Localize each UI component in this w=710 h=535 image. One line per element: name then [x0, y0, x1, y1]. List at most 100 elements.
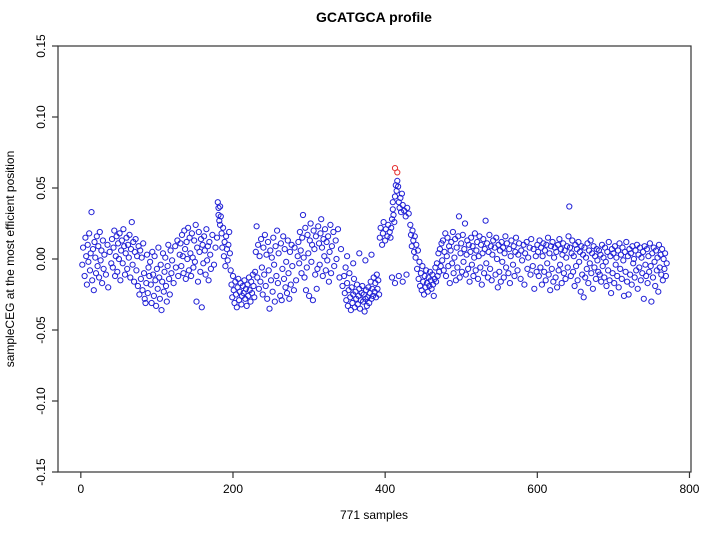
data-point-samples: [536, 237, 543, 244]
data-point-samples: [412, 254, 419, 261]
data-point-samples: [224, 257, 231, 264]
data-point-samples: [223, 233, 230, 240]
data-point-samples: [92, 254, 99, 261]
data-point-samples: [244, 281, 251, 288]
data-point-samples: [407, 221, 414, 228]
data-point-samples: [197, 268, 204, 275]
data-point-samples: [185, 224, 192, 231]
data-point-samples: [560, 270, 568, 277]
data-point-samples: [106, 248, 113, 255]
data-point-samples: [625, 291, 632, 298]
data-point-samples: [188, 230, 195, 237]
data-point-samples: [591, 264, 598, 271]
data-point-samples: [108, 260, 115, 267]
data-point-samples: [616, 240, 623, 247]
data-point-samples: [348, 284, 355, 291]
data-point-samples: [323, 238, 330, 246]
data-point-samples: [229, 272, 237, 280]
data-point-samples: [451, 254, 458, 261]
data-point-samples: [286, 248, 294, 255]
data-point-samples: [157, 261, 164, 268]
data-point-samples: [630, 260, 637, 267]
y-tick-label: 0.05: [34, 176, 48, 200]
data-point-samples: [588, 270, 595, 277]
data-point-samples: [444, 234, 451, 241]
data-point-samples: [623, 238, 630, 246]
data-point-samples: [511, 272, 518, 280]
data-point-samples: [313, 285, 320, 292]
data-point-samples: [608, 290, 615, 297]
data-point-samples: [159, 278, 166, 285]
data-point-samples: [503, 264, 510, 271]
data-point-samples: [651, 258, 658, 265]
data-point-samples: [482, 217, 489, 224]
data-point-samples: [487, 265, 494, 272]
data-point-samples: [468, 261, 475, 268]
data-point-samples: [603, 282, 610, 290]
data-point-samples: [98, 247, 105, 254]
data-point-samples: [206, 238, 213, 246]
data-point-samples: [655, 241, 663, 248]
data-point-samples: [305, 250, 312, 257]
data-point-samples: [571, 282, 578, 290]
data-point-samples: [289, 263, 296, 270]
data-point-samples: [283, 290, 291, 297]
data-point-samples: [387, 234, 394, 241]
data-point-samples: [321, 226, 329, 233]
data-point-samples: [297, 247, 304, 254]
data-point-samples: [282, 284, 289, 291]
data-point-samples: [565, 233, 572, 240]
data-point-samples: [515, 251, 522, 258]
data-point-samples: [410, 237, 417, 244]
data-point-samples: [541, 268, 548, 275]
data-point-samples: [80, 244, 87, 251]
data-point-samples: [614, 247, 622, 254]
data-point-samples: [446, 280, 453, 287]
data-point-samples: [507, 253, 514, 260]
data-point-samples: [327, 221, 334, 228]
x-tick-label: 200: [223, 482, 243, 496]
data-point-samples: [102, 271, 110, 278]
data-point-samples: [272, 243, 279, 250]
data-point-samples: [466, 278, 473, 285]
data-point-samples: [421, 272, 428, 280]
data-point-samples: [601, 274, 608, 281]
data-point-samples: [111, 227, 118, 234]
data-point-samples: [306, 292, 313, 299]
data-point-samples: [162, 282, 170, 290]
data-point-samples: [271, 298, 278, 305]
data-point-samples: [523, 238, 530, 246]
data-point-samples: [528, 236, 535, 243]
data-point-samples: [457, 250, 464, 257]
data-point-samples: [569, 237, 576, 244]
data-point-samples: [156, 295, 163, 302]
data-point-samples: [617, 265, 624, 272]
data-point-samples: [415, 275, 422, 282]
data-point-samples: [449, 228, 456, 236]
y-axis-label: sampleCEG at the most efficient position: [3, 151, 17, 368]
data-point-samples: [261, 271, 268, 278]
data-point-samples: [443, 253, 450, 260]
data-point-samples: [430, 292, 437, 299]
data-point-samples: [563, 243, 571, 250]
data-point-samples: [225, 241, 232, 248]
data-point-samples: [435, 250, 442, 257]
y-tick-label: 0.00: [34, 247, 48, 271]
data-point-samples: [180, 270, 187, 277]
data-point-samples: [176, 251, 183, 258]
data-point-samples: [175, 272, 182, 280]
data-point-samples: [271, 261, 278, 268]
data-point-samples: [459, 231, 466, 238]
data-point-samples: [437, 263, 444, 270]
data-point-samples: [356, 305, 364, 312]
data-point-samples: [652, 282, 659, 290]
data-point-samples: [129, 261, 136, 268]
data-point-samples: [205, 277, 212, 284]
data-point-samples: [509, 261, 517, 268]
data-point-samples: [328, 270, 335, 277]
data-point-samples: [582, 254, 590, 261]
data-point-samples: [252, 248, 259, 255]
data-point-samples: [404, 204, 411, 211]
data-point-samples: [411, 233, 418, 240]
data-point-samples: [535, 248, 542, 255]
